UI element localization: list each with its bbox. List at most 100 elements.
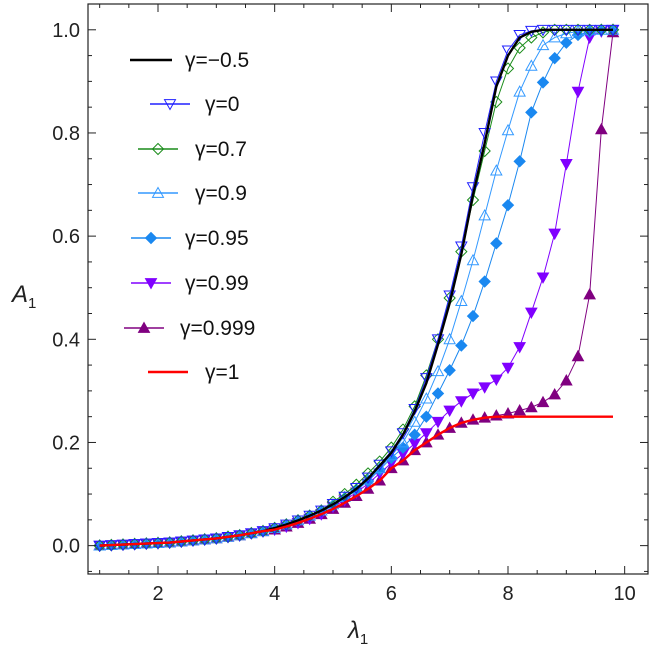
data-point: [349, 482, 363, 495]
series-0: [99, 28, 613, 547]
series-line: [99, 29, 614, 547]
data-point: [454, 241, 468, 253]
data-point: [513, 155, 526, 168]
y-tick-label: 0.0: [52, 536, 80, 558]
data-point: [420, 410, 433, 423]
y-tick-label: 0.6: [52, 226, 80, 248]
data-point: [513, 41, 526, 55]
legend-item: γ=−0.5: [130, 49, 249, 72]
data-point: [466, 193, 480, 207]
series-line: [99, 29, 613, 547]
legend-marker: [144, 231, 158, 245]
data-point: [524, 59, 538, 71]
data-point: [524, 307, 538, 320]
legend-item: γ=0.99: [131, 272, 249, 295]
data-point: [431, 334, 445, 346]
data-point: [525, 31, 538, 44]
legend-label: γ=0.95: [185, 227, 249, 250]
legend-label: γ=0.7: [195, 138, 247, 161]
data-point: [384, 446, 398, 458]
data-point: [326, 498, 340, 511]
data-point: [501, 123, 515, 136]
legend-label: γ=0.99: [185, 272, 249, 295]
x-tick-label: 4: [269, 583, 280, 605]
data-point: [524, 400, 538, 413]
y-tick-label: 1.0: [52, 20, 80, 42]
data-point: [454, 294, 468, 307]
data-point: [560, 36, 573, 49]
data-point: [571, 86, 585, 99]
series-line: [99, 29, 613, 547]
data-point: [525, 106, 538, 119]
legend-label: γ=0.9: [195, 182, 247, 205]
legend-item: γ=0.9: [138, 182, 247, 205]
data-point: [443, 364, 456, 377]
data-point: [408, 415, 422, 427]
series-line: [99, 29, 614, 547]
y-tick-label: 0.8: [52, 123, 80, 145]
data-point: [559, 159, 573, 171]
legend-item: γ=0.95: [131, 227, 249, 250]
data-point: [501, 362, 515, 375]
legend-marker: [151, 142, 165, 156]
data-point: [513, 342, 527, 354]
data-point: [513, 85, 527, 97]
legend-item: γ=1: [148, 361, 239, 384]
data-point: [548, 228, 562, 241]
data-point: [466, 388, 480, 400]
data-point: [326, 495, 340, 508]
y-tick-label: 0.2: [52, 432, 80, 454]
legend-marker: [137, 321, 151, 333]
data-point: [454, 396, 468, 408]
x-tick-label: 10: [614, 583, 636, 605]
data-point: [594, 122, 608, 135]
plot-frame: [87, 3, 649, 575]
data-point: [583, 287, 597, 300]
legend-item: γ=0.7: [138, 138, 247, 161]
data-point: [373, 459, 387, 472]
legend-label: γ=0.999: [180, 317, 255, 340]
data-point: [466, 309, 480, 323]
data-point: [419, 428, 433, 440]
data-point: [489, 164, 503, 176]
data-point: [478, 208, 492, 221]
legend-marker: [151, 186, 165, 198]
data-point: [478, 382, 492, 394]
series-layer: [93, 23, 620, 553]
series-line: [99, 28, 613, 547]
series-7: [99, 415, 613, 547]
data-point: [408, 428, 421, 441]
data-point: [548, 387, 562, 400]
data-point: [501, 198, 515, 212]
data-point: [396, 435, 410, 448]
data-point: [536, 272, 550, 284]
data-point: [571, 349, 585, 362]
x-tick-label: 8: [502, 583, 513, 605]
series-line: [99, 415, 613, 547]
x-tick-label: 2: [152, 583, 163, 605]
data-point: [536, 38, 550, 51]
data-point: [478, 275, 491, 288]
x-tick-label: 6: [386, 583, 397, 605]
data-point: [419, 373, 433, 385]
legend: γ=−0.5 γ=0 γ=0.7 γ=0.9 γ=0.95 γ=0.99 γ=0.999 γ=…: [124, 49, 255, 384]
series-line: [99, 29, 613, 547]
data-point: [559, 374, 573, 386]
data-point: [408, 404, 422, 416]
legend-marker: [144, 278, 158, 290]
x-axis-label: λ1: [346, 617, 368, 648]
data-point: [443, 405, 457, 418]
data-point: [548, 30, 562, 43]
data-point: [396, 428, 410, 440]
data-point: [455, 339, 468, 352]
legend-marker: [163, 99, 177, 111]
legend-label: γ=1: [205, 361, 239, 384]
y-tick-label: 0.4: [52, 329, 80, 351]
data-point: [431, 387, 445, 400]
data-point: [536, 76, 550, 89]
data-point: [443, 332, 457, 345]
data-point: [490, 237, 503, 250]
data-point: [431, 416, 445, 429]
ticks-layer: 2 4 6 8 10 0.0 0.2 0.4 0.6 0.8 1.0: [52, 3, 648, 605]
